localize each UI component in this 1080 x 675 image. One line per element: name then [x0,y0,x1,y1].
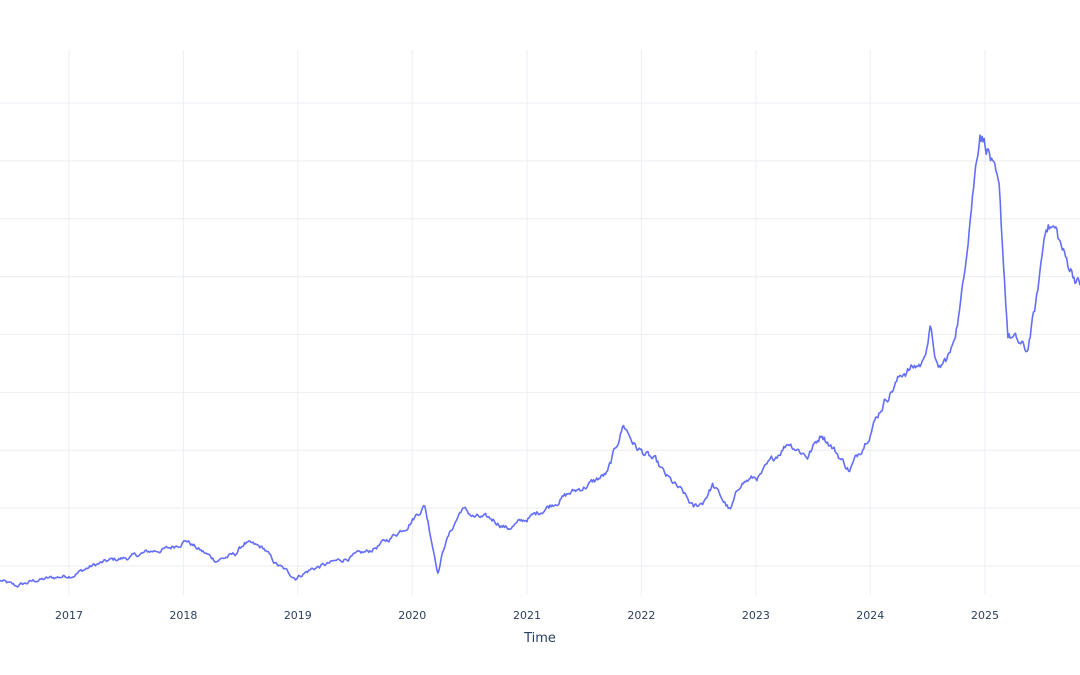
x-tick-label: 2018 [169,609,197,622]
x-tick-label: 2019 [284,609,312,622]
x-tick-label: 2024 [856,609,884,622]
x-tick-label: 2023 [742,609,770,622]
x-tick-label: 2021 [513,609,541,622]
x-tick-label: 2017 [55,609,83,622]
series-line [0,134,1080,588]
x-axis-ticks: 2017201820192020202120222023202420252 [55,609,999,622]
series-layer [0,134,1080,588]
x-axis-title: Time [523,631,556,646]
x-tick-label: 2020 [398,609,426,622]
x-tick-label: 2025 [971,609,999,622]
x-tick-label: 2022 [627,609,655,622]
gridlines [0,50,1080,595]
